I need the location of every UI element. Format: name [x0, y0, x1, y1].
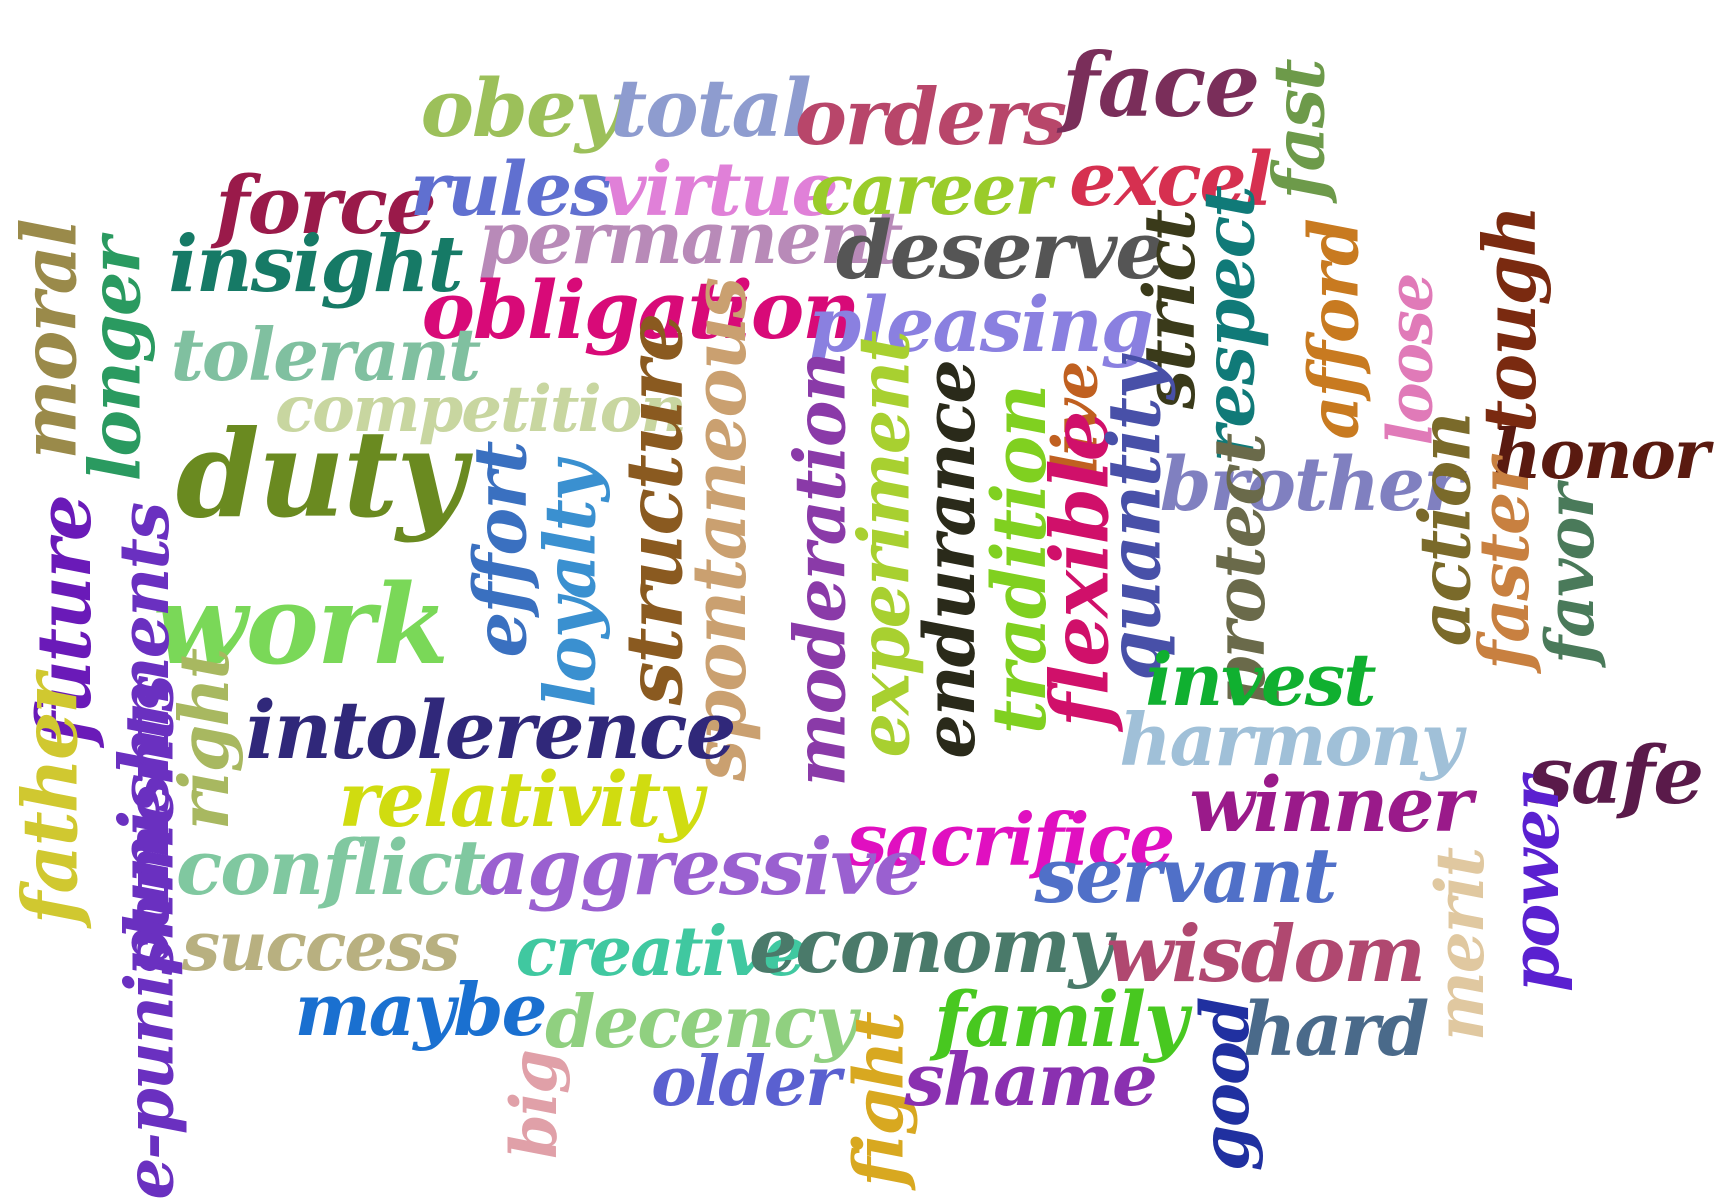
cloud-word: invest: [1145, 637, 1376, 722]
cloud-word: work: [152, 560, 449, 689]
cloud-word: protect: [1198, 434, 1281, 706]
cloud-word: tolerant: [170, 312, 482, 397]
cloud-word: harmony: [1119, 697, 1462, 782]
cloud-word: endurance: [908, 361, 991, 759]
cloud-word: obligation: [421, 263, 861, 357]
cloud-word: shame: [904, 1037, 1158, 1122]
cloud-word: economy: [749, 901, 1113, 990]
cloud-word: obey: [420, 61, 622, 155]
cloud-word: excel: [1069, 137, 1272, 223]
cloud-word: aggressive: [478, 822, 924, 913]
cloud-word: faster: [1464, 459, 1545, 671]
cloud-word: older: [651, 1042, 841, 1122]
cloud-word: moral: [5, 220, 95, 460]
cloud-word: duty: [175, 404, 466, 545]
cloud-word: tough: [1466, 206, 1552, 434]
cloud-word: afford: [1294, 220, 1375, 440]
cloud-word: moderation: [777, 353, 861, 787]
cloud-word: brother: [1159, 442, 1462, 528]
cloud-word: flexible: [1032, 412, 1127, 728]
cloud-word: power: [1496, 778, 1574, 992]
cloud-word: action: [1403, 413, 1486, 647]
cloud-word: safe: [1527, 728, 1704, 822]
cloud-word: pleasing: [808, 280, 1154, 369]
cloud-word: career: [810, 148, 1052, 231]
cloud-word: spontaneous: [677, 278, 763, 782]
cloud-word: father: [5, 675, 95, 925]
cloud-word: favor: [1531, 485, 1609, 665]
cloud-word: strict: [1127, 210, 1211, 410]
cloud-word: live: [1037, 362, 1111, 478]
cloud-word: hard: [1242, 987, 1429, 1073]
cloud-word: quantity: [1092, 359, 1177, 681]
cloud-word: honor: [1492, 415, 1709, 495]
cloud-word: permanent: [478, 195, 904, 280]
cloud-word: fast: [1258, 60, 1341, 200]
cloud-word: relativity: [338, 755, 704, 844]
cloud-word: experiment: [843, 332, 926, 758]
cloud-word: orders: [794, 72, 1067, 163]
cloud-word: insight: [168, 219, 463, 310]
cloud-word: winner: [1189, 760, 1472, 849]
cloud-word: wisdom: [1106, 909, 1426, 1000]
cloud-word: longer: [73, 238, 157, 482]
cloud-word: creative: [515, 912, 807, 992]
cloud-word: effort: [457, 442, 542, 658]
cloud-word: good: [1186, 998, 1264, 1172]
cloud-word: right: [165, 649, 245, 831]
cloud-word: conflict: [175, 823, 486, 912]
cloud-word: family: [933, 975, 1188, 1064]
cloud-word: rules: [410, 147, 612, 233]
cloud-word: force: [215, 158, 437, 252]
cloud-word: future: [22, 496, 108, 744]
cloud-word: deserve: [835, 203, 1166, 297]
cloud-word: face: [1061, 33, 1260, 137]
cloud-word: merit: [1420, 848, 1499, 1042]
cloud-word: maybe: [294, 967, 548, 1052]
cloud-word: loose: [1373, 274, 1446, 446]
cloud-word: competition: [275, 372, 687, 447]
cloud-word: respect: [1187, 187, 1271, 463]
cloud-word: e-punishments: [111, 676, 189, 1200]
cloud-word: decency: [545, 979, 857, 1064]
cloud-word: big: [497, 1051, 572, 1159]
cloud-word: tradition: [977, 385, 1063, 735]
cloud-word: intolerence: [245, 683, 737, 777]
cloud-word: loyalty: [527, 462, 611, 708]
cloud-word: success: [181, 907, 460, 987]
cloud-word: virtue: [603, 147, 838, 233]
cloud-word: total: [610, 61, 811, 155]
cloud-word: fight: [839, 1013, 920, 1187]
cloud-word: punishments: [105, 503, 186, 977]
cloud-word: servant: [1034, 831, 1338, 920]
cloud-word: structure: [608, 314, 700, 706]
cloud-word: sacrifice: [846, 797, 1175, 882]
